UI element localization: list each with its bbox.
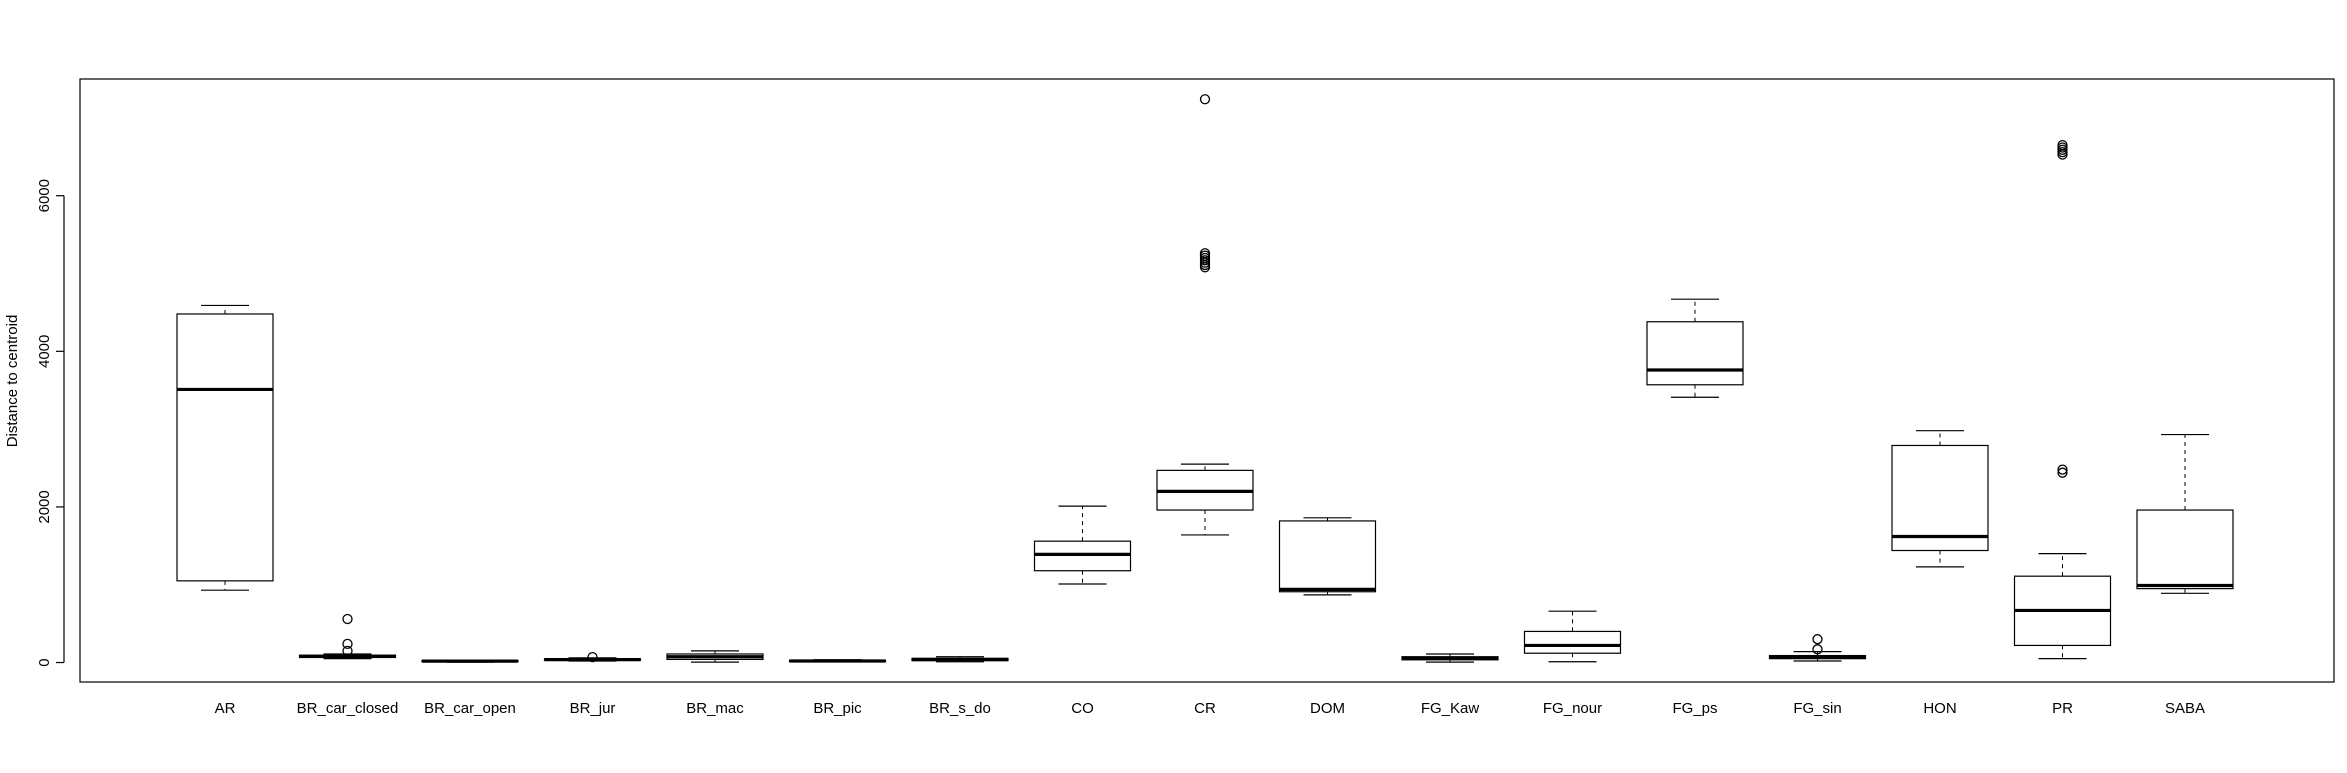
outlier-point	[342, 645, 353, 657]
box-HON	[1891, 430, 1989, 568]
y-axis: 0 2000 4000 6000	[36, 179, 65, 667]
x-tick-label: BR_mac	[686, 700, 744, 717]
box-body	[2136, 509, 2234, 590]
x-tick-label: BR_jur	[570, 700, 616, 717]
x-tick-label: BR_s_do	[929, 700, 991, 717]
boxes	[176, 94, 2234, 663]
box-FG_ps	[1646, 298, 1744, 398]
box-BR_mac	[666, 650, 764, 663]
x-tick-label: AR	[215, 700, 236, 717]
outlier-point	[2057, 139, 2068, 151]
box-BR_car_closed	[298, 613, 397, 660]
x-tick-label: SABA	[2165, 700, 2205, 717]
box-CR	[1156, 94, 1254, 536]
y-tick-label: 2000	[36, 490, 53, 523]
y-axis-title: Distance to centroid	[4, 315, 21, 448]
box-CO	[1033, 505, 1132, 585]
box-DOM	[1278, 517, 1377, 596]
x-tick-label: HON	[1923, 700, 1956, 717]
box-BR_car_open	[421, 659, 519, 663]
outlier-point	[1812, 634, 1823, 645]
box-BR_pic	[788, 659, 887, 663]
y-tick-label: 4000	[36, 335, 53, 368]
x-tick-label: FG_sin	[1793, 700, 1841, 717]
x-axis-labels: AR BR_car_closed BR_car_open BR_jur BR_mac BR…	[215, 700, 2205, 717]
outlier-point	[2057, 467, 2068, 478]
box-FG_sin	[1768, 634, 1867, 662]
box-body	[1278, 520, 1377, 593]
outlier-point	[587, 651, 598, 663]
box-BR_s_do	[911, 656, 1009, 663]
box-FG_Kaw	[1401, 653, 1499, 663]
outlier-point	[2057, 464, 2068, 475]
x-tick-label: BR_car_closed	[297, 700, 399, 717]
y-tick-label: 0	[36, 658, 53, 666]
box-PR	[2013, 139, 2112, 660]
x-tick-label: CO	[1071, 700, 1094, 717]
plot-frame	[79, 78, 2335, 683]
outlier-point	[342, 613, 353, 625]
box-body	[1891, 444, 1989, 552]
box-AR	[176, 304, 274, 591]
box-body	[1523, 630, 1622, 654]
x-tick-label: FG_Kaw	[1421, 700, 1480, 717]
x-tick-label: CR	[1194, 700, 1216, 717]
box-SABA	[2136, 433, 2234, 594]
outlier-point	[1812, 644, 1823, 655]
outlier-point	[1199, 248, 1211, 259]
x-tick-label: PR	[2052, 700, 2073, 717]
outlier-point	[342, 638, 353, 650]
outlier-point	[1199, 94, 1211, 105]
box-FG_nour	[1523, 610, 1622, 663]
x-tick-label: BR_pic	[813, 700, 862, 717]
box-body	[176, 313, 274, 582]
box-body	[1646, 321, 1744, 386]
y-tick-label: 6000	[36, 179, 53, 212]
x-tick-label: FG_nour	[1543, 700, 1602, 717]
x-tick-label: BR_car_open	[424, 700, 516, 717]
box-BR_jur	[543, 651, 642, 663]
x-tick-label: FG_ps	[1672, 700, 1717, 717]
x-tick-label: DOM	[1310, 700, 1345, 717]
